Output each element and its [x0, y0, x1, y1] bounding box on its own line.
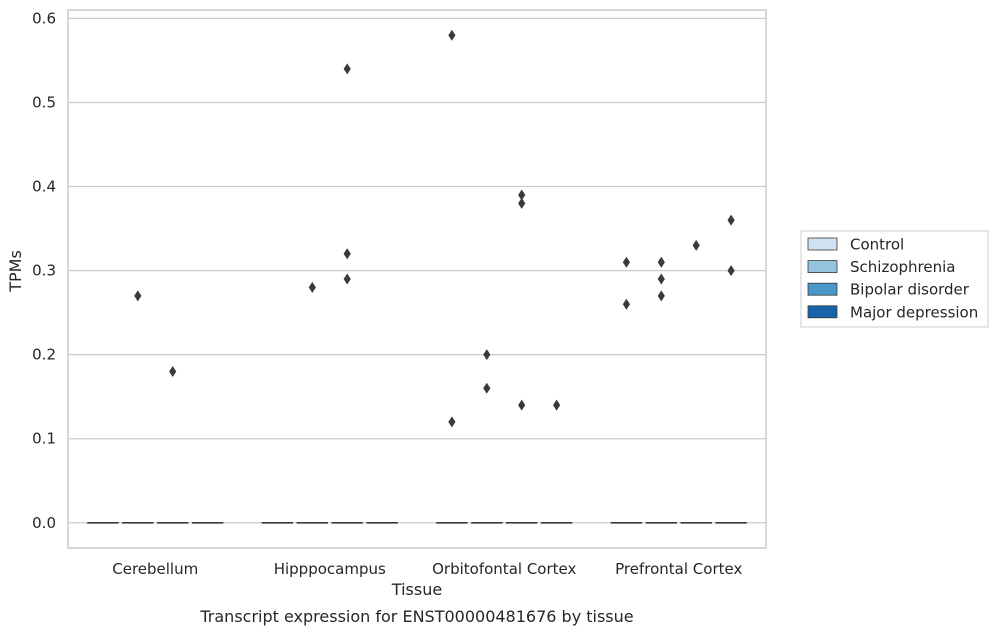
- y-axis-ticks: 0.0 0.1 0.2 0.3 0.4 0.5 0.6: [32, 9, 56, 531]
- legend-label: Bipolar disorder: [850, 281, 970, 299]
- legend: Control Schizophrenia Bipolar disorder Majo…: [800, 230, 989, 328]
- legend-swatch: [807, 282, 838, 296]
- outlier-point: [692, 239, 700, 251]
- legend-label: Control: [850, 236, 904, 254]
- outlier-point: [518, 189, 526, 201]
- x-axis-label: Tissue: [391, 580, 442, 599]
- outlier-point: [343, 273, 351, 285]
- y-tick-label: 0.6: [32, 9, 56, 27]
- outlier-point: [657, 256, 665, 268]
- outlier-point: [518, 197, 526, 209]
- legend-swatch: [807, 260, 838, 274]
- outlier-point: [727, 265, 735, 277]
- outlier-point: [483, 349, 491, 361]
- outlier-point: [343, 63, 351, 75]
- outlier-point: [727, 214, 735, 226]
- outlier-point: [448, 416, 456, 428]
- y-axis-label: TPMs: [6, 250, 25, 293]
- outlier-point: [169, 365, 177, 377]
- y-tick-label: 0.4: [32, 178, 56, 196]
- outlier-point: [308, 281, 316, 293]
- x-tick-label: Prefrontal Cortex: [615, 560, 742, 578]
- gridlines: [68, 17, 766, 524]
- legend-items: Control Schizophrenia Bipolar disorder Majo…: [807, 236, 978, 321]
- plot-frame: [67, 9, 767, 549]
- figure-caption: Transcript expression for ENST0000048167…: [199, 607, 633, 626]
- legend-swatch: [807, 305, 838, 319]
- y-tick-label: 0.5: [32, 93, 56, 111]
- x-tick-label: Orbitofontal Cortex: [432, 560, 576, 578]
- y-tick-label: 0.1: [32, 430, 56, 448]
- outlier-point: [483, 382, 491, 394]
- legend-swatch: [807, 237, 838, 251]
- x-axis-ticks: Cerebellum Hipppocampus Orbitofontal Corte…: [112, 560, 742, 578]
- x-tick-label: Cerebellum: [112, 560, 198, 578]
- outlier-point: [622, 298, 630, 310]
- outlier-point: [343, 248, 351, 260]
- outlier-point: [553, 399, 561, 411]
- y-tick-label: 0.2: [32, 346, 56, 364]
- outlier-point: [657, 273, 665, 285]
- outlier-point: [657, 290, 665, 302]
- y-tick-label: 0.3: [32, 262, 56, 280]
- outlier-point: [448, 29, 456, 41]
- outlier-point: [518, 399, 526, 411]
- x-tick-label: Hipppocampus: [274, 560, 386, 578]
- y-tick-label: 0.0: [32, 514, 56, 532]
- outlier-points: [134, 29, 735, 428]
- legend-label: Major depression: [850, 303, 978, 321]
- outlier-point: [134, 290, 142, 302]
- legend-label: Schizophrenia: [850, 258, 955, 276]
- outlier-point: [622, 256, 630, 268]
